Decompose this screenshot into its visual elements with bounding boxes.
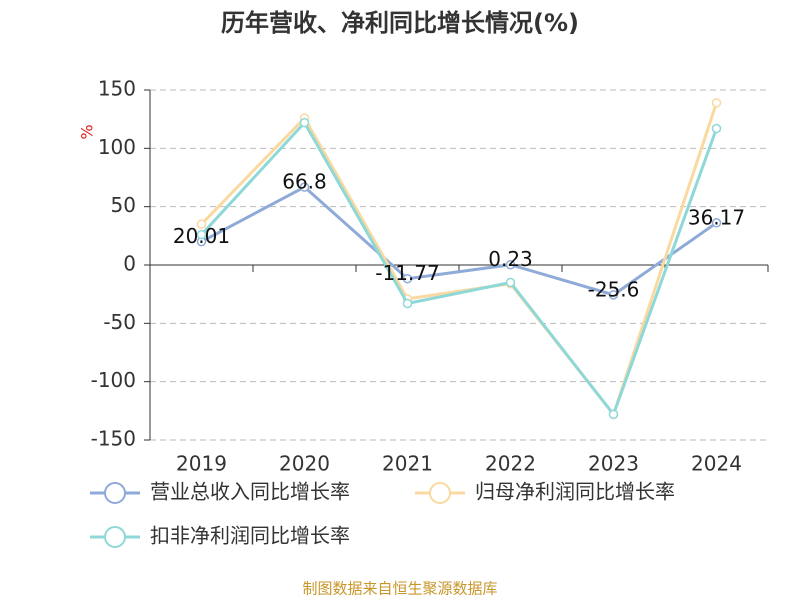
x-tick-label: 2019 [176,452,227,476]
legend-marker [104,526,126,548]
legend-label: 营业总收入同比增长率 [150,480,350,504]
chart-title: 历年营收、净利同比增长情况(%) [221,9,579,37]
data-label: 66.8 [282,170,327,194]
y-axis-label: % [78,124,97,139]
point [711,123,722,134]
point [711,98,722,108]
x-tick-label: 2021 [382,452,433,476]
y-tick-label: 0 [123,252,136,276]
x-tick-label: 2023 [588,452,639,476]
point [299,182,310,192]
data-label: 20.01 [173,224,230,248]
y-tick-label: -100 [91,368,136,392]
source-note: 制图数据来自恒生聚源数据库 [302,580,497,598]
point [196,219,207,229]
legend-label: 扣非净利润同比增长率 [150,524,350,548]
point [505,259,516,270]
x-tick-label: 2020 [279,452,330,476]
data-label: -25.6 [588,277,640,301]
point [402,273,413,284]
y-tick-label: -150 [91,427,136,451]
legend-label: 归母净利润同比增长率 [475,480,675,504]
point [402,298,413,309]
y-tick-label: 50 [111,193,136,217]
data-label: 36.17 [688,205,745,229]
point [299,117,310,128]
point [711,218,722,228]
x-tick-label: 2024 [691,452,742,476]
point [608,409,619,420]
point [505,277,516,288]
point [608,290,619,300]
series-line [200,120,718,418]
data-label: -11.77 [375,261,439,285]
legend-marker [429,482,451,504]
y-tick-label: 100 [98,135,136,159]
x-tick-label: 2022 [485,452,536,476]
data-label: 0.23 [488,247,533,271]
point [196,229,207,240]
y-tick-label: 150 [98,77,136,101]
series-line [200,185,718,297]
y-tick-label: -50 [103,310,136,334]
legend-marker [104,482,126,504]
